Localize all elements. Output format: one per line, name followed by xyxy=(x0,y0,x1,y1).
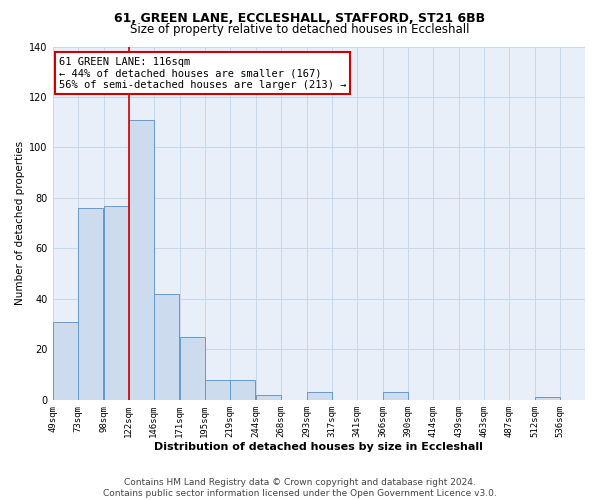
Text: 61 GREEN LANE: 116sqm
← 44% of detached houses are smaller (167)
56% of semi-det: 61 GREEN LANE: 116sqm ← 44% of detached … xyxy=(59,56,346,90)
Bar xyxy=(128,120,154,400)
Bar xyxy=(230,380,254,400)
Text: Size of property relative to detached houses in Eccleshall: Size of property relative to detached ho… xyxy=(130,22,470,36)
Bar xyxy=(154,294,179,400)
Bar xyxy=(104,206,128,400)
Text: Contains HM Land Registry data © Crown copyright and database right 2024.
Contai: Contains HM Land Registry data © Crown c… xyxy=(103,478,497,498)
Bar xyxy=(53,322,77,400)
Bar xyxy=(205,380,230,400)
X-axis label: Distribution of detached houses by size in Eccleshall: Distribution of detached houses by size … xyxy=(154,442,483,452)
Text: 61, GREEN LANE, ECCLESHALL, STAFFORD, ST21 6BB: 61, GREEN LANE, ECCLESHALL, STAFFORD, ST… xyxy=(115,12,485,26)
Bar xyxy=(77,208,103,400)
Bar xyxy=(256,395,281,400)
Bar xyxy=(307,392,332,400)
Bar xyxy=(179,336,205,400)
Bar xyxy=(383,392,408,400)
Y-axis label: Number of detached properties: Number of detached properties xyxy=(15,141,25,305)
Bar xyxy=(535,398,560,400)
